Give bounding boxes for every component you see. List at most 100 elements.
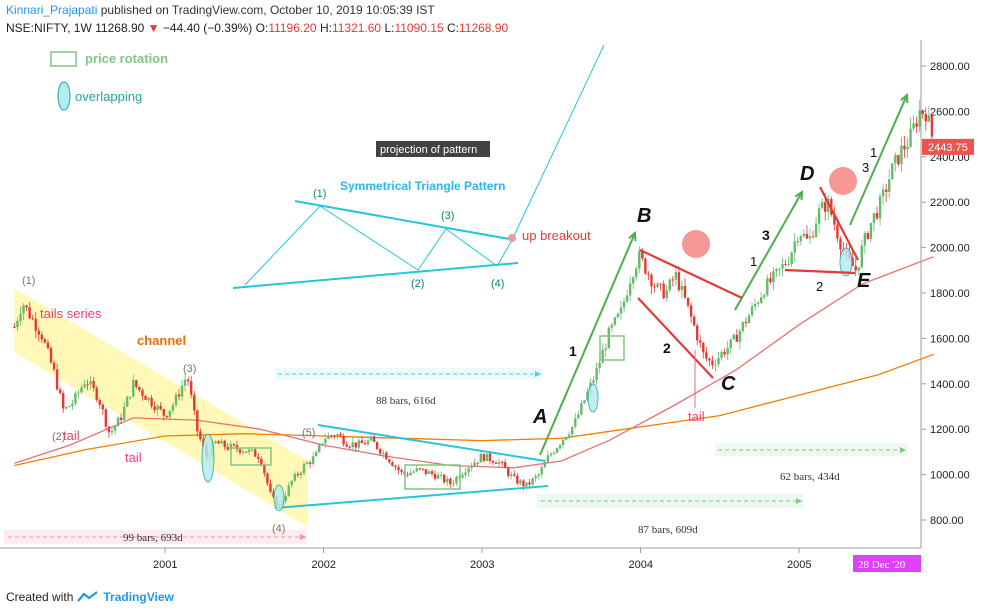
price-rotation-box xyxy=(599,335,625,361)
candle-body xyxy=(814,223,818,237)
candle-body xyxy=(433,473,437,479)
candle-body xyxy=(729,339,732,348)
y-tick-label: 2200.00 xyxy=(930,197,970,209)
candle-body xyxy=(720,351,723,358)
tail-label: tail xyxy=(688,409,705,424)
candle-body xyxy=(110,430,114,433)
candle-body xyxy=(324,439,327,444)
last-price: 11268.90 xyxy=(95,21,145,35)
publisher-name[interactable]: Kinnari_Prajapati xyxy=(6,3,98,17)
wave-num: 1 xyxy=(870,145,877,160)
candle-body xyxy=(196,410,199,432)
candle-body xyxy=(781,263,784,269)
wave-letter-d: D xyxy=(800,163,814,185)
candle-body xyxy=(766,278,769,296)
range-87-line-arrow xyxy=(796,498,802,504)
candle-body xyxy=(430,471,434,474)
candle-body xyxy=(906,146,909,150)
candle-body xyxy=(622,301,626,308)
candle-body xyxy=(293,473,297,481)
candle-body xyxy=(162,409,165,416)
candle-body xyxy=(595,368,598,381)
candle-body xyxy=(677,272,681,290)
sym-point-3: (3) xyxy=(441,210,454,222)
candle-body xyxy=(400,470,403,472)
candle-body xyxy=(241,451,245,453)
y-tick-label: 1200.00 xyxy=(930,424,970,436)
range-99-label: 99 bars, 693d xyxy=(123,532,183,544)
candle-body xyxy=(467,468,470,473)
candle-body xyxy=(903,145,906,150)
candle-body xyxy=(16,320,19,328)
candle-body xyxy=(760,297,763,303)
candle-body xyxy=(363,443,367,445)
candle-body xyxy=(820,202,824,209)
wave-num: 1 xyxy=(750,254,757,269)
candle-body xyxy=(482,454,486,462)
candle-body xyxy=(881,189,885,197)
candle-body xyxy=(305,462,309,465)
candle-body xyxy=(171,404,175,411)
candle-body xyxy=(397,466,400,471)
overlap-oval xyxy=(201,433,215,483)
candle-body xyxy=(366,440,370,445)
x-tick-label: 2003 xyxy=(470,559,494,571)
candle-body xyxy=(77,392,80,394)
candle-body xyxy=(543,462,546,468)
y-tick-label: 1800.00 xyxy=(930,288,970,300)
date-label: 28 Dec '20 xyxy=(858,559,906,571)
red-circle xyxy=(829,167,857,195)
candle-body xyxy=(869,222,873,239)
candle-body xyxy=(586,391,589,401)
candle-body xyxy=(89,381,92,385)
date-label-bg xyxy=(853,555,921,572)
projection-label: projection of pattern xyxy=(380,144,477,156)
candle-body xyxy=(558,445,562,449)
candle-body xyxy=(19,313,22,321)
candle-body xyxy=(159,405,162,410)
candle-body xyxy=(510,474,513,476)
candle-body xyxy=(436,475,440,479)
candle-body xyxy=(921,110,924,115)
candle-body xyxy=(382,452,385,454)
candle-body xyxy=(174,394,178,405)
overlap-oval xyxy=(839,247,853,277)
chart-header-quote: NSE:NIFTY, 1W 11268.90 ▼ −44.40 (−0.39%)… xyxy=(6,21,508,35)
candle-body xyxy=(811,236,815,238)
change-value: −44.40 (−0.39%) xyxy=(162,21,253,35)
candle-body xyxy=(372,436,376,442)
candle-body xyxy=(418,468,422,470)
candle-body xyxy=(299,473,303,476)
wave-num: 3 xyxy=(862,160,869,175)
candle-body xyxy=(449,478,452,485)
candle-body xyxy=(229,444,233,450)
candle-body xyxy=(147,397,150,400)
candle-body xyxy=(805,233,809,239)
wave-label-2: (2) xyxy=(52,431,65,443)
candle-body xyxy=(683,285,687,298)
candle-body xyxy=(647,273,650,275)
candle-body xyxy=(287,485,290,496)
candle-body xyxy=(104,409,108,427)
candle-body xyxy=(671,279,675,281)
candle-body xyxy=(327,435,330,440)
y-tick-label: 800.00 xyxy=(930,515,964,527)
red-circle xyxy=(682,230,710,258)
candle-body xyxy=(564,437,568,440)
candle-body xyxy=(46,342,50,348)
candle-body xyxy=(439,474,443,476)
candle-body xyxy=(156,405,159,411)
x-tick-label: 2001 xyxy=(153,559,177,571)
candle-body xyxy=(141,390,144,396)
candle-body xyxy=(226,447,229,450)
candle-body xyxy=(345,444,348,447)
breakout-label: up breakout xyxy=(522,228,591,243)
tradingview-brand[interactable]: TradingView xyxy=(103,590,174,604)
candle-body xyxy=(702,342,705,353)
candle-body xyxy=(308,462,312,464)
d-line xyxy=(819,186,859,261)
impulse-arrow-3-head xyxy=(900,92,909,104)
candle-body xyxy=(491,461,495,463)
candle-body xyxy=(598,362,601,369)
